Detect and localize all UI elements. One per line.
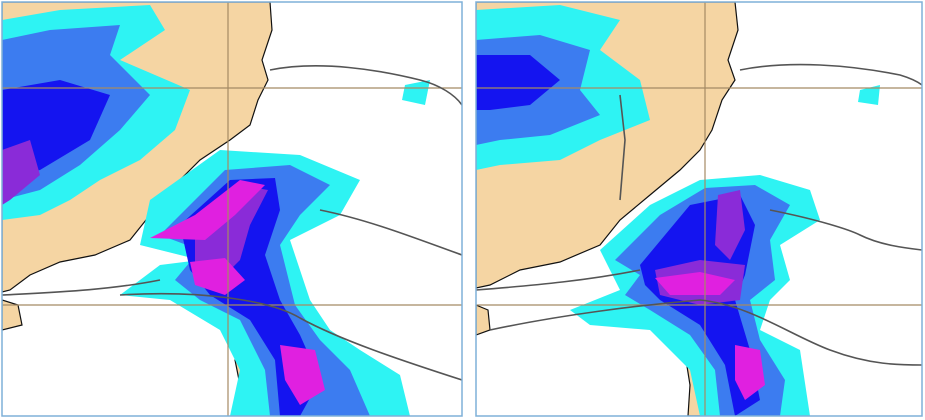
- right-panel: [476, 2, 922, 416]
- left-panel: [2, 2, 462, 416]
- panel-frame: [475, 1, 923, 417]
- track-line: [619, 94, 626, 201]
- track-line: [476, 269, 641, 291]
- track-line: [489, 299, 922, 366]
- island: [476, 304, 491, 336]
- track-line: [769, 209, 922, 251]
- track-line: [269, 65, 462, 106]
- island: [2, 299, 23, 331]
- track-line: [739, 63, 922, 86]
- track-line: [319, 209, 462, 256]
- panel-frame: [1, 1, 463, 417]
- track-line: [119, 292, 462, 381]
- precipitation: [2, 5, 430, 416]
- track-line: [2, 279, 161, 296]
